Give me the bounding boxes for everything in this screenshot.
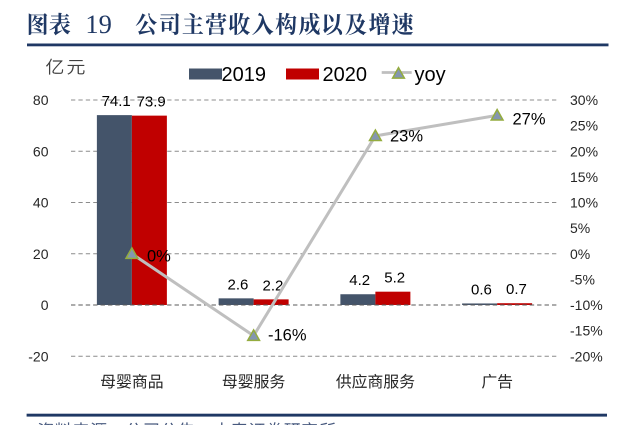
svg-text:10%: 10% (570, 195, 598, 211)
svg-text:30%: 30% (570, 92, 598, 108)
svg-text:2.6: 2.6 (228, 276, 249, 293)
svg-text:25%: 25% (570, 118, 598, 134)
svg-text:23%: 23% (390, 128, 423, 146)
svg-text:-20: -20 (28, 348, 48, 364)
svg-text:15%: 15% (570, 169, 598, 185)
svg-text:73.9: 73.9 (137, 94, 166, 111)
svg-text:27%: 27% (513, 111, 546, 129)
svg-text:80: 80 (33, 92, 49, 108)
svg-text:0.6: 0.6 (471, 281, 492, 298)
svg-text:5.2: 5.2 (384, 270, 405, 287)
svg-text:-10%: -10% (570, 297, 603, 313)
svg-text:0%: 0% (147, 248, 171, 266)
svg-text:-16%: -16% (268, 327, 307, 345)
svg-text:20%: 20% (570, 143, 598, 159)
svg-text:2.2: 2.2 (263, 277, 284, 294)
svg-text:19: 19 (85, 9, 112, 39)
svg-text:-20%: -20% (570, 348, 603, 364)
svg-text:0: 0 (41, 297, 49, 313)
svg-text:74.1: 74.1 (102, 93, 131, 110)
svg-text:2019: 2019 (222, 64, 267, 86)
svg-text:0.7: 0.7 (506, 281, 527, 298)
svg-text:20: 20 (33, 246, 49, 262)
svg-text:5%: 5% (570, 220, 590, 236)
svg-text:-15%: -15% (570, 323, 603, 339)
svg-text:2020: 2020 (323, 64, 368, 86)
svg-text:-5%: -5% (570, 271, 595, 287)
svg-text:4.2: 4.2 (349, 272, 370, 289)
svg-text:60: 60 (33, 143, 49, 159)
svg-text:0%: 0% (570, 246, 590, 262)
svg-text:40: 40 (33, 195, 49, 211)
svg-text:yoy: yoy (415, 64, 446, 86)
